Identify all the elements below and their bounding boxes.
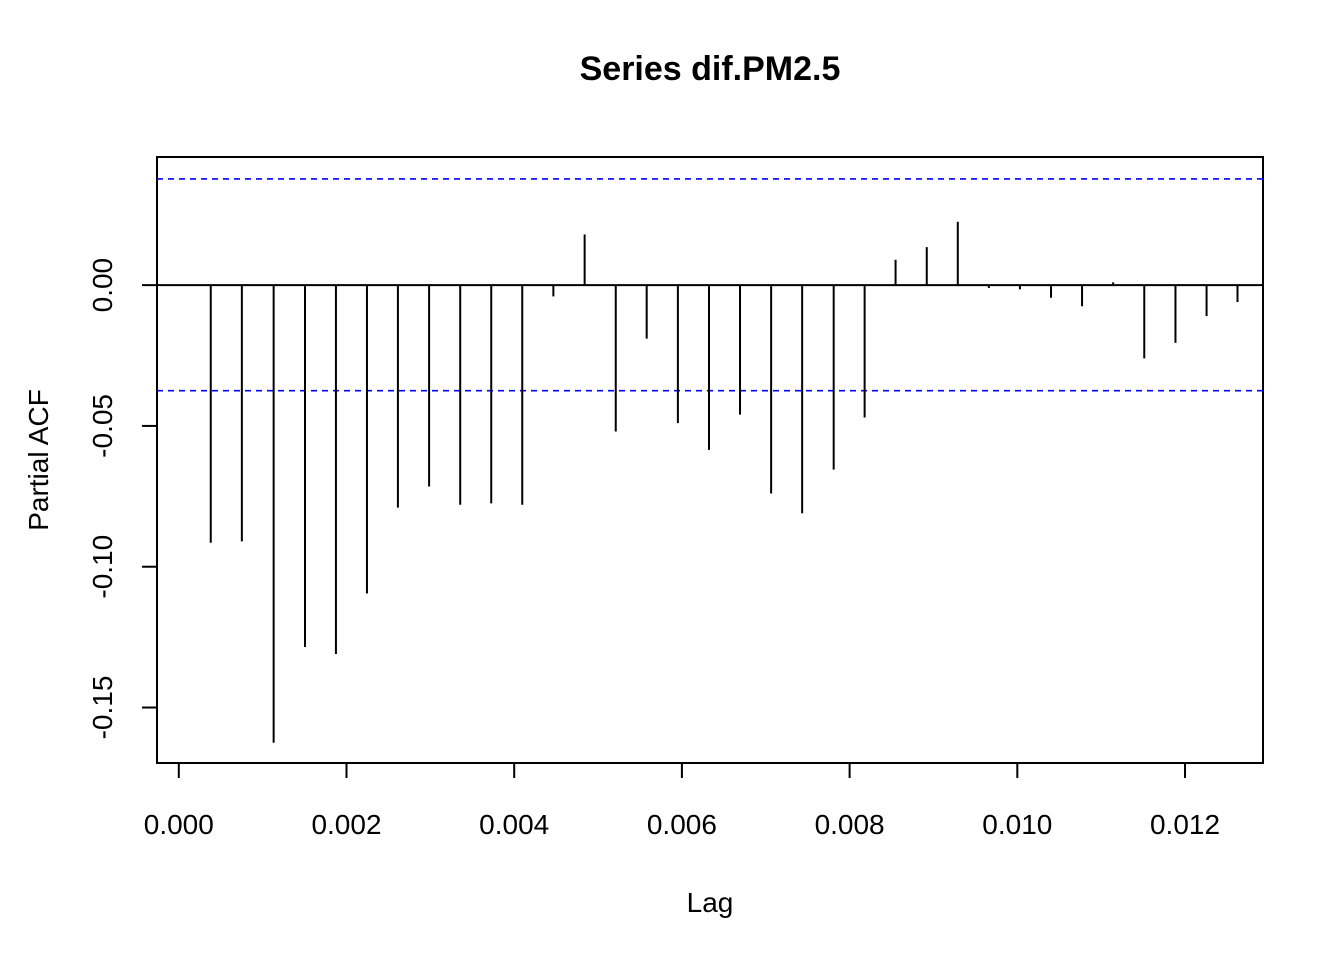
- x-tick-label: 0.006: [647, 809, 717, 840]
- y-axis: 0.00 -0.05 -0.10 -0.15: [87, 258, 158, 740]
- chart-title: Series dif.PM2.5: [580, 50, 841, 88]
- y-tick-label: -0.10: [87, 535, 118, 599]
- pacf-bars: [157, 221, 1263, 743]
- y-tick-label: 0.00: [87, 258, 118, 313]
- y-tick-label: -0.15: [87, 676, 118, 740]
- x-axis-label: Lag: [687, 887, 734, 918]
- x-tick-label: 0.008: [815, 809, 885, 840]
- x-axis: 0.000 0.002 0.004 0.006 0.008 0.010 0.012: [144, 762, 1220, 840]
- x-tick-label: 0.004: [479, 809, 549, 840]
- y-tick-label: -0.05: [87, 394, 118, 458]
- x-tick-label: 0.010: [982, 809, 1052, 840]
- y-axis-label: Partial ACF: [23, 389, 54, 531]
- x-tick-label: 0.012: [1150, 809, 1220, 840]
- x-tick-label: 0.002: [311, 809, 381, 840]
- plot-frame: [156, 156, 1264, 764]
- x-tick-label: 0.000: [144, 809, 214, 840]
- confidence-bounds: [157, 178, 1263, 392]
